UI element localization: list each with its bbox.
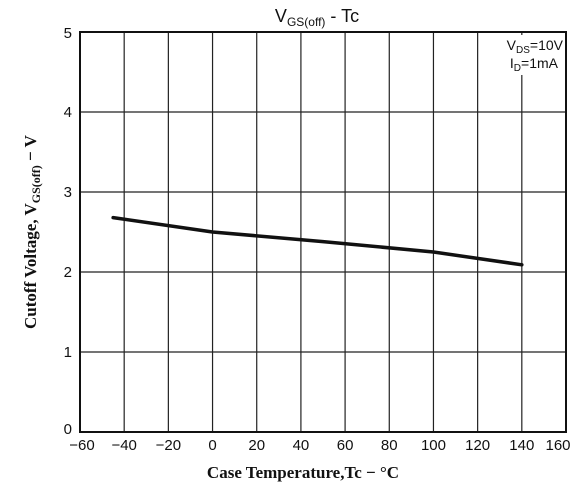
x-tick-labels: −60 −40 −20 0 20 40 60 80 100 120 140 160 bbox=[69, 437, 570, 454]
x-tick-label: 60 bbox=[337, 437, 354, 454]
y-axis-title-subscript: GS(off) bbox=[29, 165, 43, 203]
x-tick-label: 100 bbox=[421, 437, 446, 454]
y-axis-title-main: Cutoff Voltage, V bbox=[21, 202, 40, 328]
x-tick-label: −20 bbox=[156, 437, 181, 454]
condition-vds-subscript: DS bbox=[516, 45, 530, 56]
x-tick-label: 40 bbox=[293, 437, 310, 454]
grid-lines bbox=[80, 32, 566, 432]
y-tick-label: 5 bbox=[64, 25, 72, 42]
test-conditions-background bbox=[482, 35, 564, 75]
y-tick-label: 2 bbox=[64, 264, 72, 281]
y-tick-label: 4 bbox=[64, 104, 72, 121]
x-axis-title: Case Temperature,Tc − °C bbox=[207, 463, 399, 482]
test-conditions: VDS=10V ID=1mA bbox=[482, 35, 564, 75]
x-tick-label: 140 bbox=[509, 437, 534, 454]
x-tick-label: 160 bbox=[545, 437, 570, 454]
condition-id-main: I bbox=[510, 55, 514, 71]
chart-title: VGS(off) - Tc bbox=[275, 6, 359, 29]
condition-id-rest: =1mA bbox=[521, 55, 559, 71]
x-tick-label: −60 bbox=[69, 437, 94, 454]
x-tick-label: 0 bbox=[208, 437, 216, 454]
y-tick-label: 0 bbox=[64, 421, 72, 438]
x-tick-label: 120 bbox=[465, 437, 490, 454]
condition-vds-main: V bbox=[507, 37, 517, 53]
chart-title-subscript: GS(off) bbox=[287, 15, 325, 29]
y-tick-label: 3 bbox=[64, 184, 72, 201]
series-line bbox=[111, 215, 524, 267]
chart-title-rest: - Tc bbox=[325, 6, 359, 26]
x-tick-label: 20 bbox=[248, 437, 265, 454]
y-tick-labels: 0 1 2 3 4 5 bbox=[64, 25, 72, 438]
series-layer bbox=[111, 215, 524, 267]
x-tick-label: −40 bbox=[111, 437, 136, 454]
y-axis-title: Cutoff Voltage, VGS(off) − V bbox=[21, 134, 43, 329]
plot-frame bbox=[79, 31, 567, 433]
condition-id: ID=1mA bbox=[510, 55, 559, 74]
condition-vds: VDS=10V bbox=[507, 37, 564, 56]
chart-title-main: V bbox=[275, 6, 287, 26]
condition-vds-rest: =10V bbox=[530, 37, 564, 53]
condition-id-subscript: D bbox=[514, 63, 521, 74]
x-tick-label: 80 bbox=[381, 437, 398, 454]
y-axis-title-rest: − V bbox=[21, 134, 40, 165]
y-tick-label: 1 bbox=[64, 344, 72, 361]
